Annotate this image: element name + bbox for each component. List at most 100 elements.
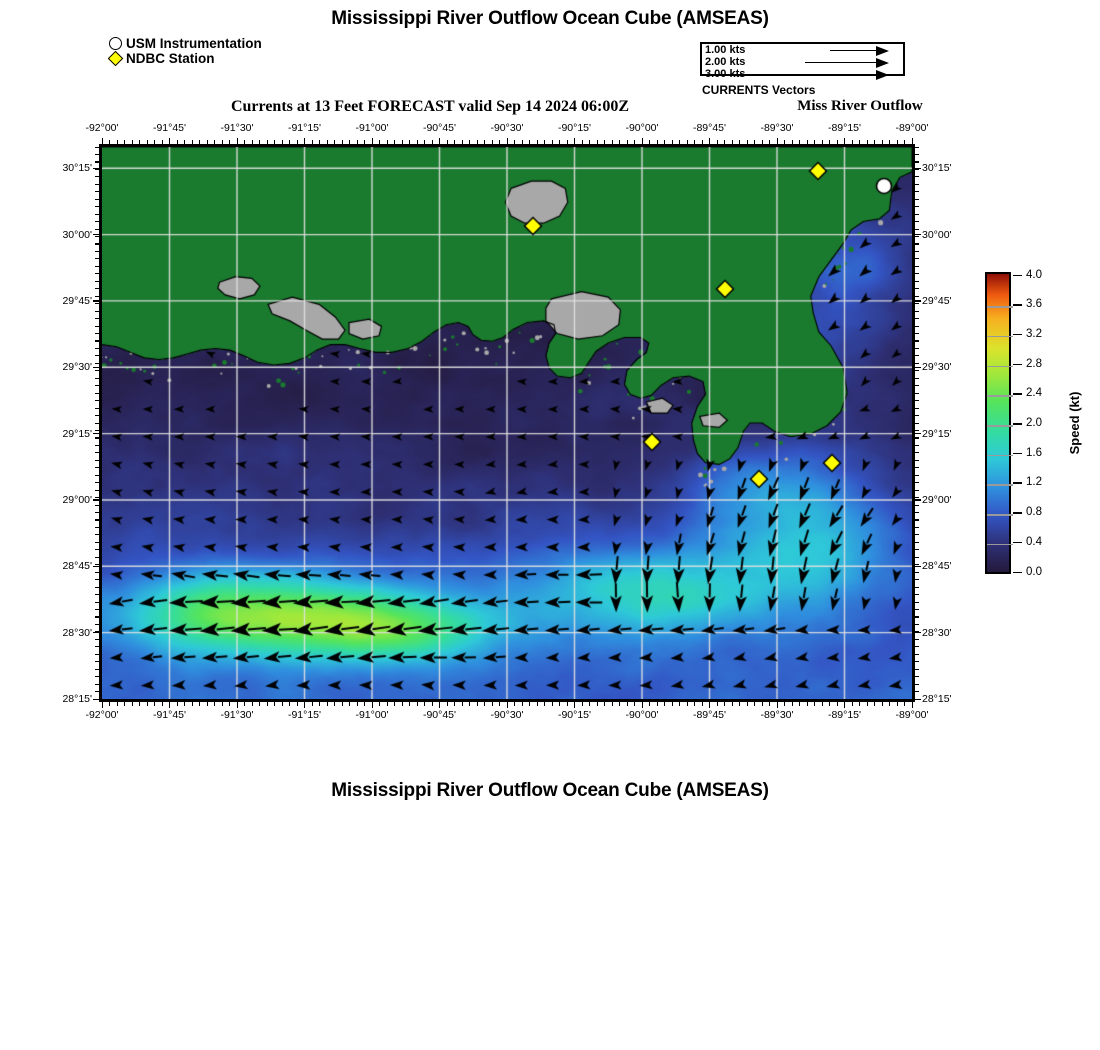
colorbar-tick bbox=[1013, 482, 1022, 484]
axis-tick bbox=[915, 437, 919, 439]
axis-tick bbox=[176, 702, 178, 706]
axis-tick bbox=[356, 702, 358, 706]
axis-tick bbox=[686, 702, 688, 706]
vector-scale-row-3: 3.00 kts bbox=[702, 69, 903, 80]
axis-tick bbox=[915, 459, 919, 461]
axis-tick bbox=[915, 646, 919, 648]
axis-tick bbox=[915, 497, 919, 499]
colorbar-tickline bbox=[987, 395, 1013, 397]
y-tick-label-left-7: 28°30' bbox=[62, 626, 92, 639]
colorbar-tickline bbox=[987, 484, 1013, 486]
axis-tick bbox=[915, 392, 919, 394]
x-tick-label-bottom-7: -90°15' bbox=[557, 709, 592, 721]
axis-tick bbox=[915, 691, 919, 693]
axis-tick bbox=[236, 702, 238, 706]
axis-tick bbox=[915, 632, 921, 634]
axis-tick bbox=[915, 556, 919, 558]
x-tick-label-bottom-5: -90°45' bbox=[422, 709, 457, 721]
axis-tick bbox=[334, 702, 336, 706]
colorbar-tick-label-1: 3.6 bbox=[1026, 298, 1042, 311]
axis-tick bbox=[915, 623, 919, 625]
axis-tick bbox=[915, 608, 919, 611]
y-tick-label-left-4: 29°15' bbox=[62, 427, 92, 440]
axis-tick bbox=[694, 702, 696, 706]
x-tick-label-bottom-10: -89°30' bbox=[760, 709, 794, 721]
axis-tick bbox=[915, 526, 919, 529]
axis-tick bbox=[915, 601, 919, 603]
axis-tick bbox=[915, 594, 919, 596]
axis-tick bbox=[221, 702, 223, 706]
legend-item-usm: USM Instrumentation bbox=[108, 36, 262, 51]
y-tick-label-right-3: 29°30' bbox=[922, 361, 952, 374]
axis-tick bbox=[124, 702, 126, 706]
vector-scale-caption: CURRENTS Vectors bbox=[702, 83, 816, 97]
colorbar-tickline bbox=[987, 514, 1013, 516]
axis-tick bbox=[915, 452, 919, 454]
axis-tick bbox=[915, 332, 919, 335]
axis-tick bbox=[649, 702, 651, 706]
axis-tick bbox=[199, 702, 201, 706]
axis-tick bbox=[915, 579, 919, 581]
axis-tick bbox=[664, 702, 666, 706]
axis-tick bbox=[915, 206, 919, 208]
axis-tick bbox=[915, 676, 919, 678]
colorbar-tick-label-0: 4.0 bbox=[1026, 268, 1042, 281]
axis-tick bbox=[915, 221, 919, 223]
axis-tick bbox=[915, 586, 919, 588]
axis-tick bbox=[859, 702, 861, 706]
axis-tick bbox=[915, 176, 919, 178]
axis-tick bbox=[709, 702, 711, 708]
axis-tick bbox=[915, 474, 919, 476]
axis-tick bbox=[915, 228, 919, 230]
y-tick-label-right-6: 28°45' bbox=[922, 560, 952, 573]
axis-tick bbox=[915, 504, 919, 506]
axis-tick bbox=[915, 153, 919, 156]
x-tick-label-top-12: -89°00' bbox=[895, 122, 929, 134]
axis-tick bbox=[469, 702, 471, 706]
map-plot-area[interactable] bbox=[99, 144, 915, 702]
y-tick-label-right-5: 29°00' bbox=[922, 493, 952, 506]
colorbar-gradient bbox=[985, 272, 1013, 574]
colorbar-tickline bbox=[987, 454, 1013, 457]
legend-label-ndbc: NDBC Station bbox=[126, 51, 215, 66]
axis-tick bbox=[476, 702, 478, 706]
y-tick-label-right-7: 28°30' bbox=[922, 626, 952, 639]
legend-label-usm: USM Instrumentation bbox=[126, 36, 262, 51]
axis-tick bbox=[915, 698, 919, 700]
axis-tick bbox=[776, 702, 778, 706]
axis-tick bbox=[731, 702, 733, 706]
y-tick-label-right-8: 28°15' bbox=[922, 693, 952, 705]
axis-tick bbox=[146, 702, 148, 706]
axis-tick bbox=[409, 702, 411, 706]
axis-tick bbox=[844, 702, 846, 706]
colorbar-tick-label-5: 2.0 bbox=[1026, 417, 1042, 429]
x-tick-label-top-8: -90°00' bbox=[625, 122, 659, 134]
colorbar-tick-label-3: 2.8 bbox=[1026, 357, 1042, 370]
axis-tick bbox=[724, 702, 726, 706]
colorbar-tick bbox=[1013, 274, 1022, 276]
axis-tick bbox=[915, 280, 919, 282]
axis-tick bbox=[915, 355, 919, 357]
axis-tick bbox=[851, 702, 853, 706]
legend-item-ndbc: NDBC Station bbox=[107, 50, 262, 67]
x-tick-label-top-3: -91°15' bbox=[287, 122, 322, 134]
axis-tick bbox=[379, 702, 381, 706]
axis-tick bbox=[401, 702, 403, 706]
x-tick-label-bottom-9: -89°45' bbox=[692, 709, 727, 721]
colorbar-tick bbox=[1013, 333, 1022, 336]
x-tick-label-bottom-0: -92°00' bbox=[85, 709, 119, 721]
axis-tick bbox=[424, 702, 426, 706]
axis-tick bbox=[915, 370, 919, 372]
axis-tick bbox=[551, 702, 553, 706]
axis-tick bbox=[656, 702, 658, 706]
colorbar-tickline bbox=[987, 425, 1013, 427]
colorbar-axis-label: Speed (kt) bbox=[1066, 391, 1082, 455]
axis-tick bbox=[915, 243, 919, 245]
y-tick-label-left-6: 28°45' bbox=[62, 560, 92, 573]
axis-tick bbox=[915, 161, 919, 163]
axis-tick bbox=[679, 702, 681, 706]
x-tick-label-bottom-11: -89°15' bbox=[827, 709, 862, 721]
axis-tick bbox=[915, 191, 919, 193]
axis-tick bbox=[915, 407, 919, 409]
colorbar-tick-label-2: 3.2 bbox=[1026, 327, 1042, 340]
